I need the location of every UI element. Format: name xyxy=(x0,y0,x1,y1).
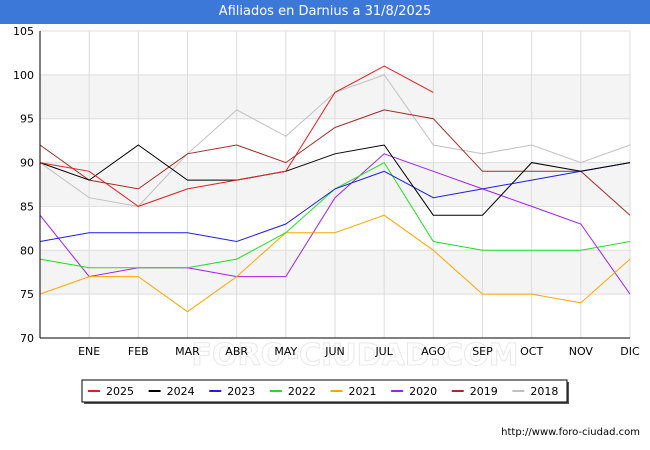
x-tick-label: JUN xyxy=(324,345,345,358)
axes xyxy=(39,31,630,339)
chart-title: Afiliados en Darnius a 31/8/2025 xyxy=(0,0,650,24)
series-line-2021 xyxy=(39,214,631,313)
y-tick-label: 100 xyxy=(13,69,34,82)
legend-label-2019: 2019 xyxy=(470,385,498,398)
x-tick-label: ABR xyxy=(225,345,248,358)
legend: 2025 2024 2023 2022 2021 2020 2019 2018 xyxy=(81,379,569,404)
y-tick-label: 70 xyxy=(20,332,34,345)
legend-box xyxy=(81,379,568,403)
x-tick-label: ENE xyxy=(78,345,100,358)
x-tick-label: FEB xyxy=(128,345,149,358)
x-tick-label: DIC xyxy=(620,345,640,358)
legend-label-2022: 2022 xyxy=(288,385,316,398)
x-tick-label: AGO xyxy=(421,345,446,358)
series-line-2023 xyxy=(39,162,631,243)
series-line-2024 xyxy=(39,144,631,216)
legend-label-2021: 2021 xyxy=(349,385,377,398)
series-line-2025 xyxy=(39,65,434,207)
y-tick-label: 90 xyxy=(20,157,34,170)
legend-label-2025: 2025 xyxy=(106,385,134,398)
x-axis-ticks: ENE FEB MAR ABR MAY JUN JUL AGO SEP OCT NOV DIC xyxy=(78,345,640,358)
y-tick-label: 85 xyxy=(20,200,34,213)
y-tick-label: 80 xyxy=(20,244,34,257)
source-url: http://www.foro-ciudad.com xyxy=(501,427,640,438)
x-tick-label: MAR xyxy=(175,345,200,358)
y-tick-label: 75 xyxy=(20,288,34,301)
y-axis-ticks: 70 75 80 85 90 95 100 105 xyxy=(13,25,34,345)
series-lines xyxy=(39,65,631,313)
x-tick-label: SEP xyxy=(472,345,493,358)
legend-label-2020: 2020 xyxy=(409,385,437,398)
y-tick-label: 105 xyxy=(13,25,34,38)
series-line-2019 xyxy=(39,109,631,216)
x-tick-label: MAY xyxy=(274,345,297,358)
x-tick-label: JUL xyxy=(374,345,393,358)
watermark: FORO-CIUDAD.COM xyxy=(192,338,519,373)
legend-label-2023: 2023 xyxy=(227,385,255,398)
y-tick-label: 95 xyxy=(20,113,34,126)
x-tick-label: NOV xyxy=(569,345,594,358)
x-tick-label: OCT xyxy=(520,345,543,358)
legend-label-2018: 2018 xyxy=(530,385,558,398)
legend-label-2024: 2024 xyxy=(167,385,195,398)
